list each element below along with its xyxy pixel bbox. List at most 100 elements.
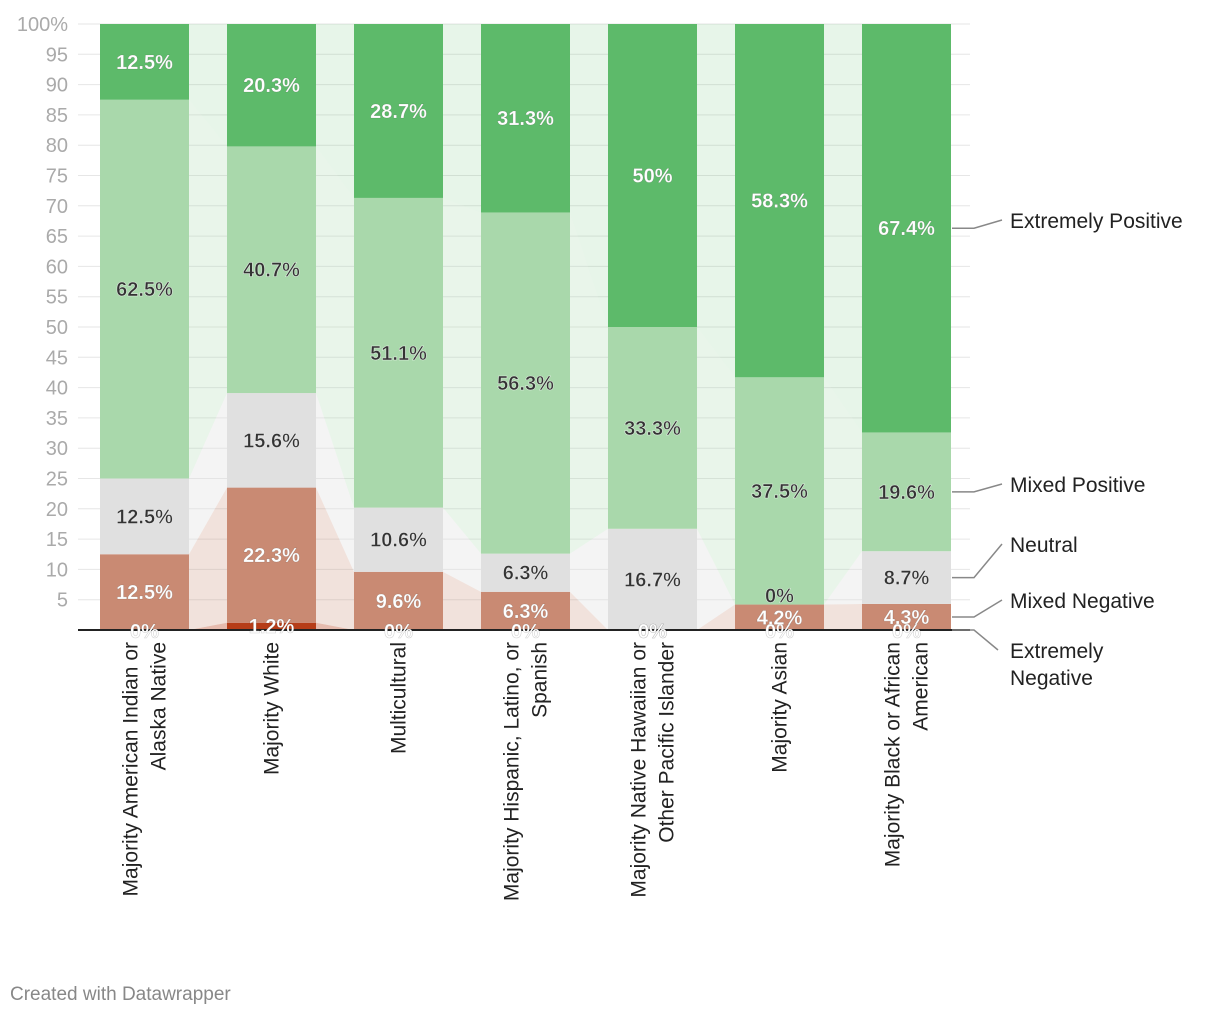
connector-band (824, 551, 862, 605)
bar-segment (354, 571, 443, 630)
y-tick-label: 25 (46, 469, 68, 491)
value-label: 0% (130, 621, 159, 643)
connector-band (443, 571, 481, 630)
value-labels: 0% 12.5% 12.5% 62.5% 12.5% 1.2% 22.3% 15.6% 40.7… (116, 52, 936, 644)
legend-leader-line (952, 543, 1003, 579)
value-label: 58.3% (751, 191, 808, 213)
bar-segment (354, 197, 443, 508)
bar-segment (481, 24, 570, 213)
value-label: 16.7% (624, 569, 681, 591)
connector-band (316, 393, 354, 572)
category-label: Majority Native Hawaiian or (628, 642, 651, 898)
connector-band (697, 528, 735, 630)
legend-leader-line (952, 483, 1003, 493)
bars (100, 24, 951, 630)
bar-segment (100, 554, 189, 630)
category-label: Majority American Indian or (120, 642, 143, 896)
connector-band (570, 24, 608, 327)
connector-band (697, 327, 735, 605)
value-label: 20.3% (243, 75, 300, 97)
bar-segment (227, 24, 316, 147)
bar-segment (735, 604, 824, 630)
legend-leader-line (952, 599, 1003, 618)
connector-band (570, 591, 608, 630)
connector-band (443, 197, 481, 554)
bar-segment (862, 24, 951, 433)
value-label: 67.4% (878, 218, 935, 240)
value-label: 0% (511, 621, 540, 643)
value-label: 19.6% (878, 482, 935, 504)
value-label: 6.3% (503, 563, 549, 585)
value-label: 4.2% (757, 607, 803, 629)
legend-label: Extremely (1010, 640, 1104, 663)
value-label: 12.5% (116, 506, 173, 528)
connector-band (189, 622, 227, 630)
connector-band (570, 212, 608, 554)
value-label: 50% (632, 166, 672, 188)
category-label: Multicultural (388, 642, 411, 754)
value-label: 15.6% (243, 430, 300, 452)
value-label: 0% (384, 621, 413, 643)
connector-band (824, 603, 862, 630)
legend-leader-line (952, 219, 1003, 229)
bar-segment (608, 327, 697, 529)
bar-segment (100, 99, 189, 479)
bar-segment (481, 591, 570, 630)
value-label: 0% (638, 621, 667, 643)
y-tick-label: 60 (46, 256, 68, 278)
category-label: Spanish (529, 642, 552, 718)
value-label: 33.3% (624, 418, 681, 440)
category-label: American (910, 642, 933, 731)
bar-segment (862, 603, 951, 630)
y-tick-label: 65 (46, 226, 68, 248)
value-label: 0% (892, 621, 921, 643)
connector-band (189, 487, 227, 630)
connector-band (443, 24, 481, 213)
bar-segment (608, 24, 697, 327)
bar-segment (862, 551, 951, 604)
y-tick-label: 70 (46, 196, 68, 218)
value-label: 10.6% (370, 530, 427, 552)
value-label: 40.7% (243, 260, 300, 282)
x-axis: Majority American Indian or Alaska Native… (120, 642, 933, 901)
legend-label: Mixed Positive (1010, 474, 1145, 497)
value-label: 0% (638, 621, 667, 643)
connector-band (824, 24, 862, 433)
legend-label: Mixed Negative (1010, 590, 1155, 613)
legend-leader-line (952, 629, 999, 651)
category-label: Majority Black or African (882, 642, 905, 867)
y-tick-label: 35 (46, 408, 68, 430)
footer-credit: Created with Datawrapper (10, 984, 231, 1005)
connector-band (189, 99, 227, 479)
bar-segment (227, 146, 316, 394)
value-label: 12.5% (116, 52, 173, 74)
category-label: Majority Hispanic, Latino, or (501, 642, 524, 901)
bar-segment (481, 553, 570, 592)
connector-band (697, 604, 735, 630)
value-label: 37.5% (751, 481, 808, 503)
bar-segment (227, 622, 316, 630)
y-axis: 5 10 15 20 25 30 35 40 45 50 55 60 65 70 75 80 85 90 95 100… (17, 14, 68, 612)
value-label: 4.3% (884, 607, 930, 629)
value-label: 6.3% (503, 601, 549, 623)
connector-band (189, 24, 227, 147)
connector-band (316, 622, 354, 630)
value-label: 0% (765, 621, 794, 643)
y-tick-label: 30 (46, 438, 68, 460)
connector-band (697, 24, 735, 378)
value-label: 56.3% (497, 373, 554, 395)
legend-label: Extremely Positive (1010, 210, 1183, 233)
category-label: Alaska Native (148, 642, 171, 770)
connector-band (316, 487, 354, 630)
legend: Extremely Negative Mixed Negative Neutral Mi… (952, 210, 1183, 690)
connector-band (443, 507, 481, 592)
value-label: 12.5% (116, 582, 173, 604)
connector-band (316, 24, 354, 198)
bar-segment (227, 393, 316, 488)
category-label: Majority Asian (769, 642, 792, 773)
legend-label: Neutral (1010, 534, 1078, 557)
value-label: 51.1% (370, 343, 427, 365)
bar-segment (862, 432, 951, 552)
bar-segment (354, 24, 443, 198)
